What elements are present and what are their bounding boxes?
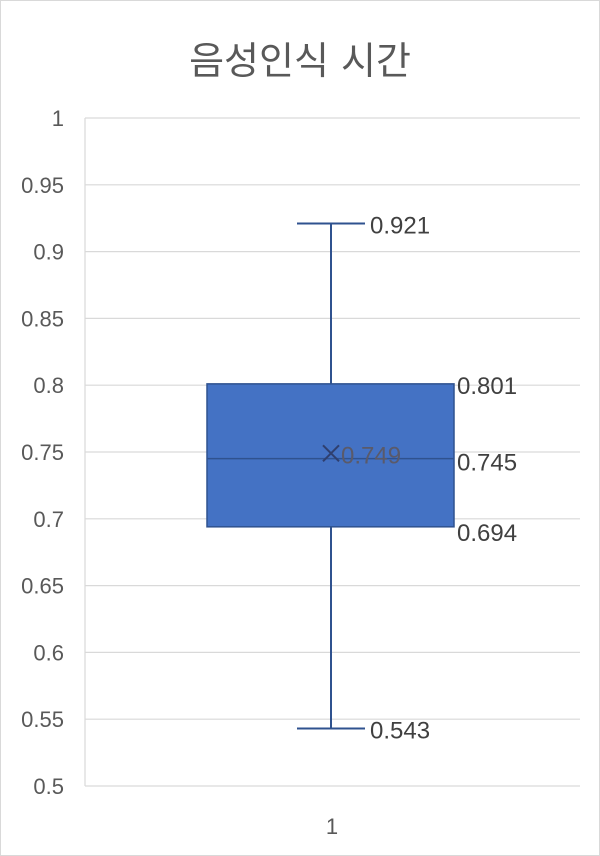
min-label: 0.543 <box>370 718 430 745</box>
y-tick-label: 0.95 <box>21 173 64 198</box>
y-tick-label: 1 <box>52 106 64 131</box>
iqr-box <box>206 383 455 528</box>
y-tick-label: 0.6 <box>33 640 64 665</box>
y-tick-label: 0.55 <box>21 707 64 732</box>
chart-title: 음성인식 시간 <box>189 39 411 83</box>
y-tick-label: 0.7 <box>33 507 64 532</box>
y-tick-label: 0.85 <box>21 306 64 331</box>
mean-marker <box>322 444 340 463</box>
y-tick-label: 0.75 <box>21 440 64 465</box>
y-tick-label: 0.8 <box>33 373 64 398</box>
mean-label: 0.749 <box>341 442 401 469</box>
median-label: 0.745 <box>457 450 517 477</box>
q3-label: 0.801 <box>457 373 517 400</box>
max-label: 0.921 <box>370 213 430 240</box>
x-tick-label: 1 <box>326 814 338 839</box>
y-tick-label: 0.5 <box>33 774 64 799</box>
y-tick-label: 0.9 <box>33 240 64 265</box>
q1-label: 0.694 <box>457 520 517 547</box>
y-tick-label: 0.65 <box>21 574 64 599</box>
